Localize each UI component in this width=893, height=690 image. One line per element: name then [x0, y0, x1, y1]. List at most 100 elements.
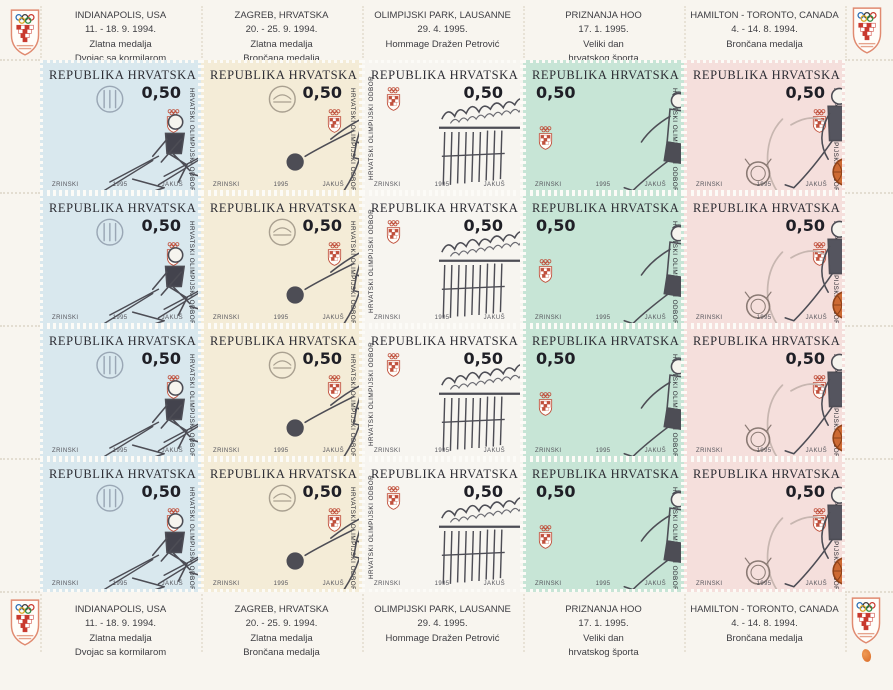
year-imprint: 1995	[434, 581, 450, 587]
country-name: REPUBLIKA HRVATSKA	[49, 68, 197, 82]
engraver-name: JAKUŠ	[644, 448, 666, 454]
stamp-bocce-player: REPUBLIKA HRVATSKA 0,50 HRVATSKI OLIMPIJ…	[201, 193, 362, 326]
year-imprint: 1995	[434, 315, 450, 321]
engraver-name: JAKUŠ	[322, 448, 344, 454]
designer-name: ZRINSKI	[535, 581, 562, 587]
country-name: REPUBLIKA HRVATSKA	[693, 334, 841, 348]
denomination: 0,50	[302, 83, 342, 102]
stamp-artwork	[530, 215, 684, 326]
olympic-committee-emblem	[7, 598, 43, 648]
committee-side-text: HRVATSKI OLIMPIJSKI ODBOR	[188, 88, 195, 193]
denomination: 0,50	[463, 216, 503, 235]
column-label: HAMILTON - TORONTO, CANADA 4. - 14. 8. 1…	[690, 604, 839, 644]
imprint-row: ZRINSKI 1995 JAKUŠ	[52, 448, 183, 454]
country-name: REPUBLIKA HRVATSKA	[49, 334, 197, 348]
designer-name: ZRINSKI	[696, 581, 723, 587]
year-imprint: 1995	[112, 448, 128, 454]
designer-name: ZRINSKI	[52, 581, 79, 587]
year-imprint: 1995	[112, 315, 128, 321]
imprint-row: ZRINSKI 1995 JAKUŠ	[535, 315, 666, 321]
imprint-row: ZRINSKI 1995 JAKUŠ	[52, 315, 183, 321]
perforation-line	[362, 594, 364, 652]
engraver-name: JAKUŠ	[644, 581, 666, 587]
designer-name: ZRINSKI	[374, 581, 401, 587]
committee-side-text: HRVATSKI OLIMPIJSKI ODBOR	[188, 487, 195, 592]
perforation-line	[845, 325, 893, 327]
stamp-artwork	[530, 481, 684, 592]
denomination: 0,50	[463, 349, 503, 368]
committee-side-text: HRVATSKI OLIMPIJSKI ODBOR	[188, 221, 195, 326]
committee-side-text: HRVATSKI OLIMPIJSKI ODBOR	[349, 88, 356, 193]
committee-side-text: HRVATSKI OLIMPIJSKI ODBOR	[368, 208, 375, 313]
engraver-name: JAKUŠ	[805, 581, 827, 587]
imprint-row: ZRINSKI 1995 JAKUŠ	[535, 182, 666, 188]
stamp-basketball-player: REPUBLIKA HRVATSKA 0,50 HRVATSKI OLIMPIJ…	[684, 193, 845, 326]
stamp-artwork	[208, 215, 362, 326]
denomination: 0,50	[536, 349, 576, 368]
designer-name: ZRINSKI	[535, 448, 562, 454]
country-name: REPUBLIKA HRVATSKA	[210, 68, 358, 82]
stamp-artwork	[47, 481, 201, 592]
perforation-line	[0, 59, 40, 61]
imprint-row: ZRINSKI 1995 JAKUŠ	[374, 448, 505, 454]
stamp-tennis-player: REPUBLIKA HRVATSKA 0,50 HRVATSKI OLIMPIJ…	[523, 326, 684, 459]
designer-name: ZRINSKI	[535, 315, 562, 321]
designer-name: ZRINSKI	[696, 315, 723, 321]
footer-labels: INDIANAPOLIS, USA 11. - 18. 9. 1994. Zla…	[40, 599, 845, 658]
column-label: ZAGREB, HRVATSKA 20. - 25. 9. 1994. Zlat…	[234, 10, 329, 64]
country-name: REPUBLIKA HRVATSKA	[532, 201, 680, 215]
stamp-rowing-coxed-pair: REPUBLIKA HRVATSKA 0,50 HRVATSKI OLIMPIJ…	[40, 193, 201, 326]
stamp-artwork	[379, 348, 523, 459]
stamp-artwork	[208, 82, 362, 193]
perforation-line	[0, 458, 40, 460]
denomination: 0,50	[302, 482, 342, 501]
imprint-row: ZRINSKI 1995 JAKUŠ	[213, 315, 344, 321]
column-label: INDIANAPOLIS, USA 11. - 18. 9. 1994. Zla…	[74, 10, 167, 64]
perforation-line	[523, 6, 525, 58]
column-label: INDIANAPOLIS, USA 11. - 18. 9. 1994. Zla…	[74, 604, 167, 658]
year-imprint: 1995	[434, 182, 450, 188]
year-imprint: 1995	[112, 182, 128, 188]
country-name: REPUBLIKA HRVATSKA	[49, 201, 197, 215]
committee-side-text: HRVATSKI OLIMPIJSKI ODBOR	[368, 474, 375, 579]
stamp-artwork	[691, 348, 845, 459]
year-imprint: 1995	[273, 448, 289, 454]
perforation-line	[40, 594, 42, 652]
denomination: 0,50	[785, 216, 825, 235]
perforation-line	[845, 6, 847, 58]
year-imprint: 1995	[273, 182, 289, 188]
denomination: 0,50	[302, 349, 342, 368]
country-name: REPUBLIKA HRVATSKA	[210, 201, 358, 215]
stamp-artwork	[47, 348, 201, 459]
engraver-name: JAKUŠ	[322, 182, 344, 188]
country-name: REPUBLIKA HRVATSKA	[532, 68, 680, 82]
stamp-basketball-player: REPUBLIKA HRVATSKA 0,50 HRVATSKI OLIMPIJ…	[684, 326, 845, 459]
imprint-row: ZRINSKI 1995 JAKUŠ	[374, 581, 505, 587]
header-labels: INDIANAPOLIS, USA 11. - 18. 9. 1994. Zla…	[40, 7, 845, 64]
committee-side-text: HRVATSKI OLIMPIJSKI ODBOR	[349, 221, 356, 326]
designer-name: ZRINSKI	[374, 448, 401, 454]
perforation-line	[0, 591, 40, 593]
olympic-committee-emblem	[849, 6, 885, 56]
stamp-bocce-player: REPUBLIKA HRVATSKA 0,50 HRVATSKI OLIMPIJ…	[201, 459, 362, 592]
perforation-line	[845, 458, 893, 460]
engraver-name: JAKUŠ	[644, 315, 666, 321]
denomination: 0,50	[536, 482, 576, 501]
stamp-rowing-coxed-pair: REPUBLIKA HRVATSKA 0,50 HRVATSKI OLIMPIJ…	[40, 60, 201, 193]
year-imprint: 1995	[595, 182, 611, 188]
engraver-name: JAKUŠ	[161, 448, 183, 454]
stamp-bocce-player: REPUBLIKA HRVATSKA 0,50 HRVATSKI OLIMPIJ…	[201, 326, 362, 459]
committee-side-text: HRVATSKI OLIMPIJSKI ODBOR	[349, 354, 356, 459]
country-name: REPUBLIKA HRVATSKA	[532, 334, 680, 348]
engraver-name: JAKUŠ	[805, 448, 827, 454]
imprint-row: ZRINSKI 1995 JAKUŠ	[696, 315, 827, 321]
stamp-grid: REPUBLIKA HRVATSKA 0,50 HRVATSKI OLIMPIJ…	[40, 60, 845, 592]
imprint-row: ZRINSKI 1995 JAKUŠ	[535, 581, 666, 587]
denomination: 0,50	[785, 482, 825, 501]
imprint-row: ZRINSKI 1995 JAKUŠ	[696, 448, 827, 454]
stamp-artwork	[530, 82, 684, 193]
country-name: REPUBLIKA HRVATSKA	[693, 201, 841, 215]
stamp-artwork	[530, 348, 684, 459]
designer-name: ZRINSKI	[52, 182, 79, 188]
imprint-row: ZRINSKI 1995 JAKUŠ	[52, 581, 183, 587]
